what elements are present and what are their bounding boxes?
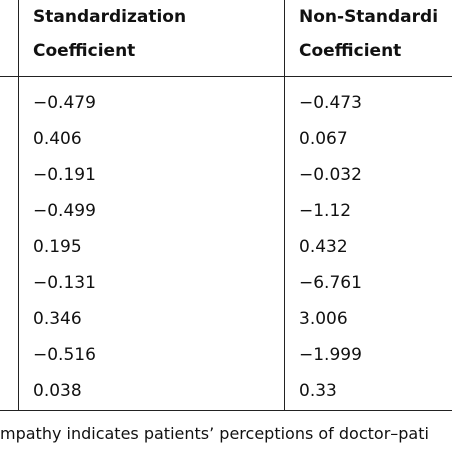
header-line: Standardization [33,7,187,27]
table-cell: 3.006 [299,309,348,329]
table-cell: 0.067 [299,129,348,149]
table-cell: −0.032 [299,165,362,185]
table-cell: 0.346 [33,309,82,329]
header-line: Coefficient [33,41,136,61]
table-cell: −0.473 [299,93,362,113]
table-cell: −6.761 [299,273,362,293]
table-cell: −0.499 [33,201,96,221]
header-non-standardized-coefficient: Non-Standardi Coefficient [299,0,438,68]
table-cell: −0.516 [33,345,96,365]
table-cell: 0.038 [33,381,82,401]
table-cell: −1.12 [299,201,352,221]
header-divider [0,76,452,77]
header-line: Non-Standardi [299,7,439,27]
header-line: Coefficient [299,41,402,61]
table-cell: 0.432 [299,237,348,257]
header-standardization-coefficient: Standardization Coefficient [33,0,186,68]
left-column-divider [18,0,19,411]
table-cell: 0.33 [299,381,337,401]
table-cell: −1.999 [299,345,362,365]
table-footnote: mpathy indicates patients’ perceptions o… [0,424,429,443]
table-cell: 0.406 [33,129,82,149]
table-cell: −0.191 [33,165,96,185]
table-cell: −0.479 [33,93,96,113]
table-cell: −0.131 [33,273,96,293]
middle-column-divider [284,0,285,411]
table-cell: 0.195 [33,237,82,257]
table-bottom-border [0,410,452,411]
